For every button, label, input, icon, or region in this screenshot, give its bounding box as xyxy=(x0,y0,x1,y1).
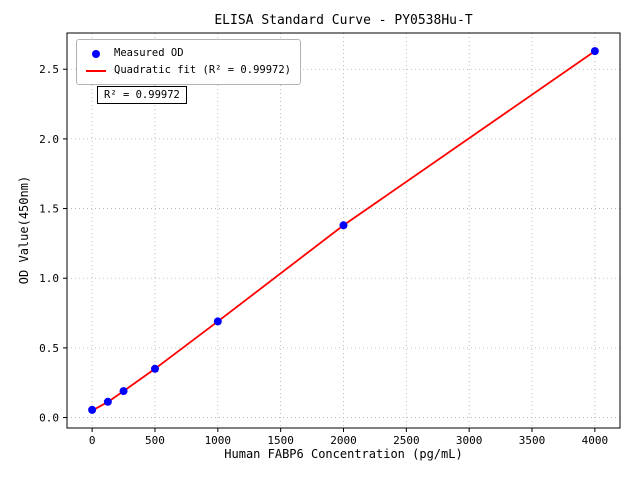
y-tick-label: 2.5 xyxy=(39,63,59,76)
data-point xyxy=(88,405,97,414)
x-tick-label: 1500 xyxy=(267,434,294,447)
data-point xyxy=(150,364,159,373)
legend-item-measured-od: Measured OD xyxy=(86,45,291,62)
legend: Measured OD Quadratic fit (R² = 0.99972) xyxy=(76,39,302,85)
legend-item-quadratic-fit: Quadratic fit (R² = 0.99972) xyxy=(86,62,291,79)
data-point xyxy=(119,387,128,396)
legend-label-quadratic-fit: Quadratic fit (R² = 0.99972) xyxy=(114,64,292,76)
x-tick-label: 3000 xyxy=(456,434,483,447)
x-tick-label: 3500 xyxy=(519,434,546,447)
data-point xyxy=(103,397,112,406)
y-tick-label: 1.5 xyxy=(39,203,59,216)
data-point xyxy=(213,317,222,326)
r-squared-annotation: R² = 0.99972 xyxy=(97,86,187,104)
x-tick-label: 1000 xyxy=(205,434,232,447)
chart-title: ELISA Standard Curve - PY0538Hu-T xyxy=(214,13,473,28)
y-tick-label: 0.5 xyxy=(39,342,59,355)
x-tick-label: 4000 xyxy=(582,434,609,447)
y-tick-label: 1.0 xyxy=(39,272,59,285)
legend-label-measured-od: Measured OD xyxy=(114,47,184,59)
y-tick-label: 2.0 xyxy=(39,133,59,146)
x-axis-label: Human FABP6 Concentration (pg/mL) xyxy=(224,447,463,461)
data-point xyxy=(339,221,348,230)
y-tick-label: 0.0 xyxy=(39,412,59,425)
x-tick-label: 0 xyxy=(89,434,96,447)
data-point xyxy=(590,47,599,56)
x-tick-label: 2500 xyxy=(393,434,420,447)
y-axis-label: OD Value(450nm) xyxy=(17,175,31,285)
x-tick-label: 500 xyxy=(145,434,165,447)
measured-od-marker-icon xyxy=(92,49,100,58)
x-tick-label: 2000 xyxy=(330,434,357,447)
quadratic-fit-marker-icon xyxy=(86,69,106,72)
